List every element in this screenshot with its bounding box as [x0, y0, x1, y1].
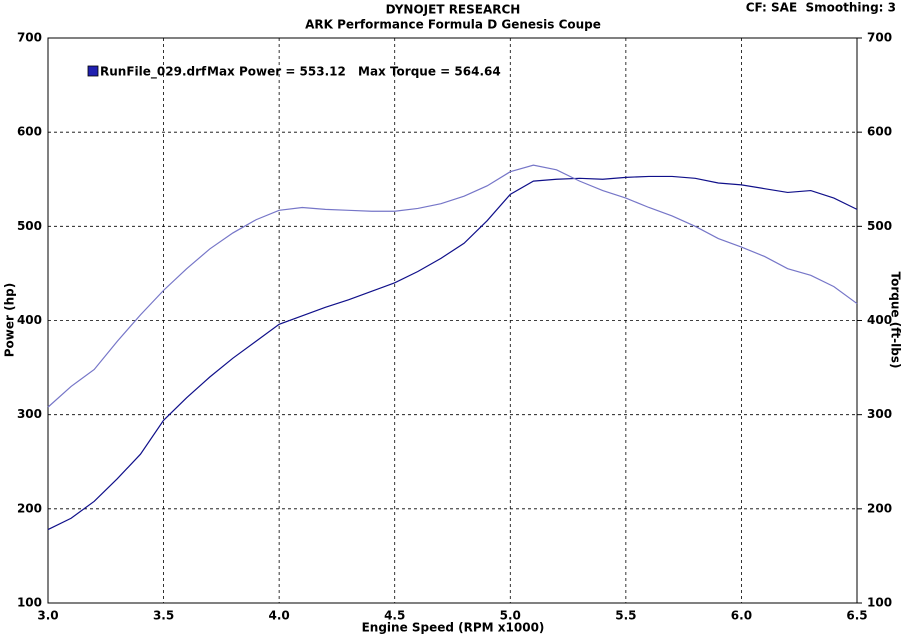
x-tick-label: 3.5: [153, 609, 174, 623]
x-axis-label: Engine Speed (RPM x1000): [362, 621, 545, 635]
y-tick-label: 100: [17, 596, 42, 610]
y-tick-label: 600: [17, 125, 42, 139]
y-tick-label: 300: [17, 407, 42, 421]
y2-tick-label: 100: [867, 596, 892, 610]
x-tick-label: 6.5: [846, 609, 867, 623]
legend-max-power: Max Power = 553.12: [207, 65, 346, 79]
chart-subtitle: ARK Performance Formula D Genesis Coupe: [305, 18, 601, 32]
x-tick-label: 4.0: [269, 609, 290, 623]
plot-frame: [47, 37, 858, 604]
y-tick-label: 700: [17, 31, 42, 45]
series-line: [47, 164, 858, 408]
legend-max-torque: Max Torque = 564.64: [358, 65, 501, 79]
y2-axis-label: Torque (ft-lbs): [889, 272, 903, 369]
y-tick-label: 200: [17, 501, 42, 515]
y2-tick-label: 300: [867, 407, 892, 421]
y-tick-label: 400: [17, 313, 42, 327]
settings-label: CF: SAE Smoothing: 3: [746, 1, 896, 15]
series-line: [47, 175, 858, 531]
legend-label: RunFile_029.drf: [100, 65, 207, 80]
x-tick-label: 6.0: [731, 609, 752, 623]
y2-tick-label: 700: [867, 31, 892, 45]
y2-tick-label: 500: [867, 219, 892, 233]
y2-tick-label: 400: [867, 313, 892, 327]
x-tick-label: 4.5: [384, 609, 405, 623]
x-tick-label: 5.5: [615, 609, 636, 623]
chart-title: DYNOJET RESEARCH: [386, 3, 521, 17]
legend-swatch: [87, 65, 99, 77]
y-axis-label: Power (hp): [3, 283, 17, 357]
x-tick-label: 5.0: [500, 609, 521, 623]
y2-tick-label: 600: [867, 125, 892, 139]
y2-tick-label: 200: [867, 501, 892, 515]
x-tick-label: 3.0: [37, 609, 58, 623]
y-tick-label: 500: [17, 219, 42, 233]
